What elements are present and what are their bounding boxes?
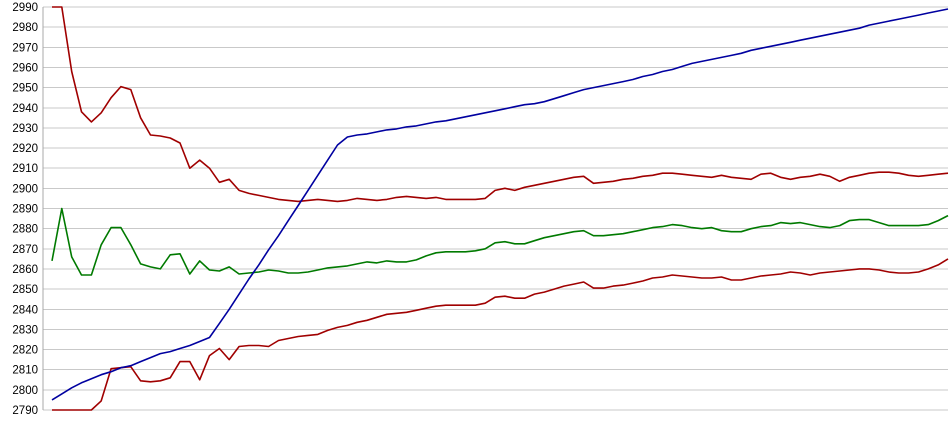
y-axis-tick-label: 2830 bbox=[12, 324, 38, 336]
y-axis-tick-label: 2910 bbox=[12, 163, 38, 175]
series-line-upper-red bbox=[52, 6, 949, 203]
y-axis-tick-label: 2880 bbox=[12, 224, 38, 236]
y-axis-tick-label: 2850 bbox=[12, 284, 38, 296]
y-axis-tick-label: 2870 bbox=[12, 244, 38, 256]
y-axis-tick-label: 2810 bbox=[12, 365, 38, 377]
y-axis-tick-label: 2920 bbox=[12, 143, 38, 155]
series-line-middle-green bbox=[51, 207, 949, 276]
y-axis-tick-label: 2890 bbox=[12, 204, 38, 216]
series-line-rising-blue bbox=[51, 8, 949, 401]
y-axis-tick-label: 2940 bbox=[12, 103, 38, 115]
series-line-lower-red bbox=[52, 258, 949, 411]
y-axis-tick-label: 2990 bbox=[12, 2, 38, 14]
y-axis-tick-label: 2800 bbox=[12, 385, 38, 397]
gridlines bbox=[43, 6, 948, 411]
y-axis-labels: 2990 2980 2970 2960 2950 2940 2930 2920 2910 2900… bbox=[12, 2, 38, 417]
y-axis-tick-label: 2820 bbox=[12, 345, 38, 357]
y-axis-tick-label: 2960 bbox=[12, 62, 38, 74]
y-axis-tick-label: 2930 bbox=[12, 123, 38, 135]
y-axis-tick-label: 2860 bbox=[12, 264, 38, 276]
y-axis-tick-label: 2950 bbox=[12, 83, 38, 95]
y-axis-tick-label: 2900 bbox=[12, 183, 38, 195]
data-series bbox=[51, 6, 949, 411]
y-axis-tick-label: 2970 bbox=[12, 42, 38, 54]
y-axis-tick-label: 2980 bbox=[12, 22, 38, 34]
y-axis-tick-label: 2840 bbox=[12, 304, 38, 316]
y-axis-tick-label: 2790 bbox=[12, 405, 38, 417]
